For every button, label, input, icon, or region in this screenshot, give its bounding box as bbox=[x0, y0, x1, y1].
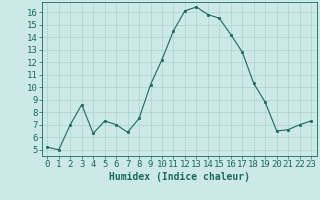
X-axis label: Humidex (Indice chaleur): Humidex (Indice chaleur) bbox=[109, 172, 250, 182]
